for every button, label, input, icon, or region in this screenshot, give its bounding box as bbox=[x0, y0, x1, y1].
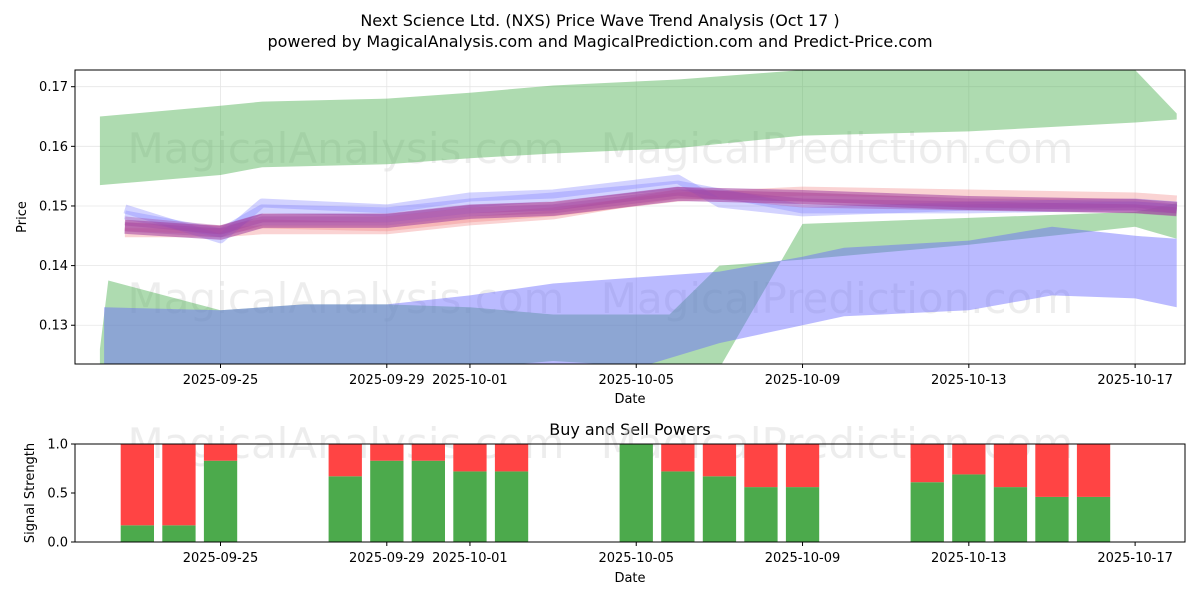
price-x-axis-label: Date bbox=[614, 392, 645, 407]
signal-x-tick-label: 2025-10-05 bbox=[598, 551, 674, 566]
sell-bar bbox=[744, 444, 778, 488]
signal-x-axis-label: Date bbox=[614, 571, 645, 586]
watermark-top-left: MagicalAnalysis.com bbox=[128, 124, 565, 173]
sell-bar bbox=[162, 444, 196, 526]
price-y-tick-label: 0.13 bbox=[39, 319, 68, 334]
sell-bar bbox=[120, 444, 154, 526]
sell-bar bbox=[1035, 444, 1069, 497]
sell-bar bbox=[661, 444, 695, 472]
main-subtitle: powered by MagicalAnalysis.com and Magic… bbox=[267, 32, 932, 51]
sell-bar bbox=[993, 444, 1028, 488]
price-x-tick-label: 2025-10-05 bbox=[598, 373, 674, 388]
sell-bar bbox=[328, 444, 362, 477]
sell-bar bbox=[453, 444, 487, 472]
signal-y-axis-label: Signal Strength bbox=[23, 443, 38, 543]
buy-bar bbox=[1076, 496, 1111, 542]
price-bands bbox=[99, 70, 1177, 364]
price-x-tick-label: 2025-10-13 bbox=[931, 373, 1007, 388]
signal-x-tick-label: 2025-09-25 bbox=[183, 551, 259, 566]
watermark-mid-left: MagicalAnalysis.com bbox=[128, 274, 565, 323]
sell-bar bbox=[494, 444, 529, 472]
signal-x-tick-label: 2025-10-01 bbox=[432, 551, 508, 566]
sell-bar bbox=[411, 444, 445, 461]
price-band bbox=[104, 226, 1177, 364]
buy-bar bbox=[952, 474, 986, 542]
price-band bbox=[99, 203, 1177, 364]
buy-bar bbox=[453, 471, 487, 542]
sell-bar bbox=[952, 444, 986, 475]
price-panel: MagicalAnalysis.com MagicalPrediction.co… bbox=[15, 69, 1186, 407]
buy-bar bbox=[370, 460, 404, 542]
signal-title: Buy and Sell Powers bbox=[549, 420, 711, 439]
price-x-tick-label: 2025-10-01 bbox=[432, 373, 508, 388]
price-x-tick-label: 2025-09-25 bbox=[183, 373, 259, 388]
price-band bbox=[99, 70, 1177, 186]
price-y-tick-label: 0.14 bbox=[39, 259, 68, 274]
signal-x-ticks: 2025-09-25 2025-09-29 2025-10-01 2025-10-05… bbox=[183, 542, 1173, 566]
signal-x-tick-label: 2025-10-17 bbox=[1097, 551, 1173, 566]
buy-bar bbox=[661, 471, 695, 542]
price-y-tick-label: 0.15 bbox=[39, 199, 68, 214]
main-title: Next Science Ltd. (NXS) Price Wave Trend… bbox=[360, 11, 839, 30]
price-x-ticks: 2025-09-25 2025-09-29 2025-10-01 2025-10-05… bbox=[183, 364, 1173, 388]
sell-bar bbox=[1076, 444, 1111, 497]
signal-x-tick-label: 2025-10-09 bbox=[765, 551, 841, 566]
watermark-mid-right: MagicalPrediction.com bbox=[601, 274, 1074, 323]
price-x-tick-label: 2025-09-29 bbox=[349, 373, 425, 388]
signal-y-tick-label: 0.5 bbox=[47, 487, 68, 502]
watermark-top-right: MagicalPrediction.com bbox=[601, 124, 1074, 173]
signal-y-tick-label: 1.0 bbox=[47, 438, 68, 453]
price-y-axis-label: Price bbox=[15, 201, 30, 233]
signal-y-ticks: 0.0 0.5 1.0 bbox=[47, 438, 75, 551]
sell-bar bbox=[702, 444, 737, 477]
signal-panel: Buy and Sell Powers MagicalAnalysis.com … bbox=[23, 419, 1186, 586]
buy-bar bbox=[1035, 496, 1069, 542]
buy-bar bbox=[993, 487, 1028, 542]
buy-bar bbox=[619, 444, 653, 542]
buy-bar bbox=[494, 471, 529, 542]
sell-bar bbox=[910, 444, 944, 483]
signal-x-tick-label: 2025-10-13 bbox=[931, 551, 1007, 566]
buy-bar bbox=[203, 460, 238, 542]
price-x-tick-label: 2025-10-09 bbox=[765, 373, 841, 388]
sell-bar bbox=[203, 444, 238, 461]
price-axes-frame bbox=[74, 69, 1186, 365]
signal-y-tick-label: 0.0 bbox=[47, 536, 68, 551]
signal-axes-frame bbox=[74, 443, 1186, 543]
price-wave-lines bbox=[123, 174, 1178, 244]
buy-bar bbox=[702, 476, 737, 542]
signal-x-tick-label: 2025-09-29 bbox=[349, 551, 425, 566]
signal-bars bbox=[120, 444, 1111, 542]
price-trend-core bbox=[124, 187, 1178, 240]
price-y-tick-label: 0.16 bbox=[39, 140, 68, 155]
buy-bar bbox=[411, 460, 445, 542]
price-y-ticks: 0.13 0.14 0.15 0.16 0.17 bbox=[39, 80, 75, 334]
sell-bar bbox=[370, 444, 404, 461]
buy-bar bbox=[910, 482, 944, 542]
buy-bar bbox=[162, 525, 196, 542]
buy-bar bbox=[120, 525, 154, 542]
buy-bar bbox=[785, 487, 820, 542]
price-x-tick-label: 2025-10-17 bbox=[1097, 373, 1173, 388]
buy-bar bbox=[328, 476, 362, 542]
price-y-tick-label: 0.17 bbox=[39, 80, 68, 95]
sell-bar bbox=[785, 444, 820, 488]
buy-bar bbox=[744, 487, 778, 542]
